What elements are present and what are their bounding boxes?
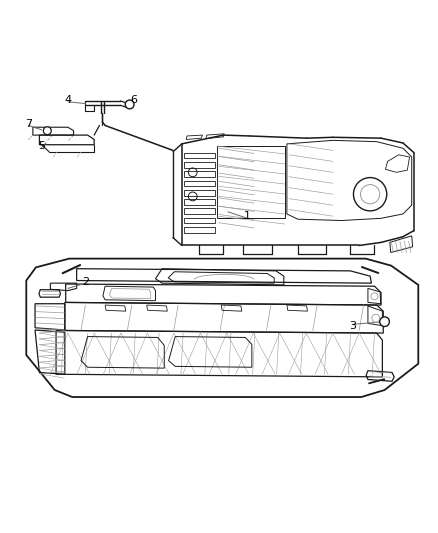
Text: 3: 3 [349, 321, 356, 330]
Circle shape [372, 314, 380, 322]
Text: 4: 4 [64, 95, 71, 105]
Circle shape [43, 127, 51, 135]
Text: 2: 2 [82, 277, 89, 287]
Circle shape [353, 177, 387, 211]
Circle shape [380, 317, 389, 327]
Text: 5: 5 [38, 141, 45, 151]
Circle shape [360, 184, 380, 204]
Text: 7: 7 [25, 119, 32, 129]
Text: 6: 6 [130, 95, 137, 105]
Circle shape [371, 293, 378, 300]
Circle shape [125, 100, 134, 109]
Text: 1: 1 [244, 211, 251, 221]
